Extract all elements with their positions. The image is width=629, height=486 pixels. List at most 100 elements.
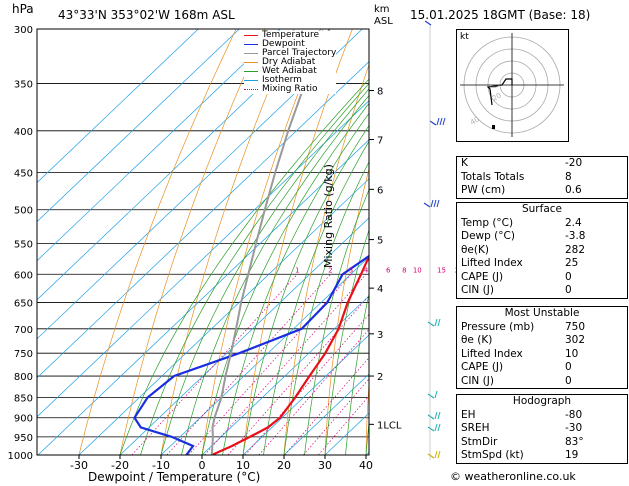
hpa-unit-label: hPa — [12, 2, 34, 16]
hodograph-trace — [486, 78, 513, 106]
mu-row: CAPE (J) 0 — [461, 361, 572, 373]
km-tick-label: 8 — [377, 87, 383, 98]
station-title: 43°33'N 353°02'W 168m ASL — [58, 8, 235, 22]
legend-label: Isotherm — [262, 75, 302, 85]
legend-label: Dry Adiabat — [262, 57, 316, 67]
legend-label: Wet Adiabat — [262, 66, 317, 76]
dry-adiabat — [119, 29, 266, 455]
wind-barb-flag — [442, 117, 446, 126]
ring-label-40: 40 — [469, 115, 481, 126]
legend-label: Temperature — [262, 30, 320, 40]
mu-row: Lifted Index 10 — [461, 347, 579, 360]
isotherm — [242, 334, 369, 455]
dry-adiabat — [78, 29, 237, 455]
surface-row: CIN (J) 0 — [461, 284, 572, 296]
km-tick-label: 7 — [377, 136, 383, 147]
pressure-tick-label: 900 — [14, 414, 33, 425]
surface-row: θe(K) 282 — [461, 243, 586, 256]
hodograph-title: Hodograph — [512, 395, 572, 407]
series-parcel-trajectory — [210, 29, 331, 455]
legend-label: Mixing Ratio — [262, 84, 318, 94]
mixing-ratio-label: 1 — [295, 266, 299, 274]
isotherm — [37, 61, 369, 379]
legend-swatch — [244, 53, 258, 54]
legend-label: Parcel Trajectory — [262, 48, 337, 58]
hodo-row: SREH -30 — [461, 422, 583, 434]
legend-swatch — [244, 35, 258, 36]
wet-adiabat — [119, 78, 369, 455]
wet-adiabat — [160, 88, 369, 455]
km-tick-label: 2 — [377, 372, 383, 383]
x-tick-label: 30 — [318, 459, 332, 472]
wind-barb — [429, 120, 437, 126]
legend-entry: Parcel Trajectory — [244, 49, 336, 58]
wind-barb-flag — [433, 199, 437, 208]
surface-row: Dewp (°C) -3.8 — [461, 230, 586, 242]
isotherm — [37, 100, 369, 418]
pressure-tick-label: 800 — [14, 372, 33, 383]
wind-barb-flag — [434, 423, 438, 432]
pressure-tick-label: 550 — [14, 239, 33, 250]
pressure-tick-label: 850 — [14, 393, 33, 404]
x-tick-label: -30 — [70, 459, 88, 472]
isotherm — [160, 256, 369, 455]
legend-swatch — [244, 71, 258, 72]
wind-barb-flag — [437, 450, 441, 459]
x-axis-label: Dewpoint / Temperature (°C) — [88, 470, 261, 484]
wind-barb — [423, 202, 431, 208]
hodo-row: StmDir 83° — [461, 435, 584, 448]
pressure-tick-label: 1000 — [8, 451, 33, 462]
mixing-ratio-label: 10 — [413, 266, 422, 274]
ring-label-20: 20 — [491, 91, 503, 102]
x-tick-label: -20 — [111, 459, 129, 472]
mixing-ratio-label: 3 — [349, 266, 353, 274]
dry-adiabat — [160, 29, 295, 455]
mu-row: Pressure (mb) 750 — [461, 320, 586, 333]
legend-entry: Mixing Ratio — [244, 85, 336, 94]
surface-row: Lifted Index 25 — [461, 257, 579, 269]
pressure-tick-label: 600 — [14, 270, 33, 281]
mixing-ratio-line — [303, 378, 369, 455]
wind-barb-flag — [434, 450, 438, 459]
isotherm — [37, 29, 199, 184]
legend-swatch — [244, 44, 258, 45]
wind-barb-flag — [437, 411, 441, 420]
legend-swatch — [244, 62, 258, 63]
index-row: PW (cm) 0.6 — [461, 184, 582, 196]
hodograph: kt 20 40 — [456, 29, 569, 142]
wind-barb-flag — [434, 390, 438, 399]
datetime-label: 15.01.2025 18GMT (Base: 18) — [410, 8, 591, 22]
mixing-ratio-label: 15 — [437, 266, 446, 274]
series-dewpoint — [133, 254, 369, 455]
copyright: © weatheronline.co.uk — [450, 470, 576, 483]
mu-row: θe (K) 302 — [461, 334, 586, 346]
asl-unit-label: ASL — [374, 16, 393, 27]
isotherm — [283, 373, 369, 455]
dry-adiabat — [242, 29, 353, 455]
legend-label: Dewpoint — [262, 39, 305, 49]
wet-adiabat — [140, 82, 369, 455]
mixing-ratio-label: 8 — [402, 266, 406, 274]
wet-adiabat — [222, 112, 369, 455]
index-row: Totals Totals 8 — [461, 170, 572, 183]
wind-barb-flag — [434, 411, 438, 420]
x-tick-label: -10 — [152, 459, 170, 472]
pressure-tick-label: 350 — [14, 80, 33, 91]
mixing-ratio-axis-label: Mixing Ratio (g/kg) — [322, 164, 335, 268]
pressure-tick-label: 400 — [14, 127, 33, 138]
wet-adiabat — [345, 292, 369, 455]
wet-adiabat — [304, 188, 369, 455]
mixing-ratio-line — [318, 395, 369, 455]
wet-adiabat — [242, 124, 369, 455]
pressure-tick-label: 950 — [14, 433, 33, 444]
pressure-tick-label: 500 — [14, 206, 33, 217]
mixing-ratio-line — [131, 274, 298, 455]
wet-adiabat — [181, 94, 369, 455]
wind-barb — [427, 426, 435, 432]
legend-swatch — [244, 89, 258, 90]
legend-entry: Wet Adiabat — [244, 67, 336, 76]
isotherm — [78, 178, 369, 455]
surface-title: Surface — [521, 203, 562, 215]
storm-motion-marker — [492, 125, 495, 129]
series-temperature — [211, 253, 369, 455]
